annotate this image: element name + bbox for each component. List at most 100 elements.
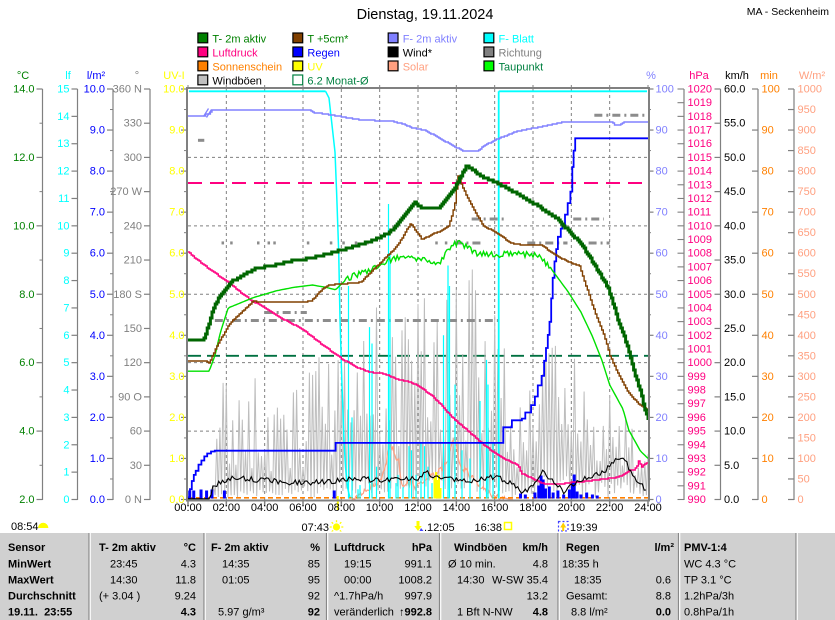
svg-text:4.0: 4.0 xyxy=(169,330,184,342)
svg-text:1007: 1007 xyxy=(688,261,712,273)
svg-text:18:35 h: 18:35 h xyxy=(562,559,599,571)
svg-text:40: 40 xyxy=(656,330,668,342)
svg-text:8.0: 8.0 xyxy=(19,289,34,301)
svg-text:13: 13 xyxy=(57,138,69,150)
svg-text:1020: 1020 xyxy=(688,84,712,96)
svg-text:90: 90 xyxy=(656,125,668,137)
svg-text:700: 700 xyxy=(798,207,816,219)
svg-text:0: 0 xyxy=(798,494,804,506)
svg-text:350: 350 xyxy=(798,350,816,362)
svg-text:°: ° xyxy=(135,70,139,82)
svg-text:19:15: 19:15 xyxy=(344,559,372,571)
svg-text:7.0: 7.0 xyxy=(90,207,105,219)
svg-text:1003: 1003 xyxy=(688,316,712,328)
svg-text:14.0: 14.0 xyxy=(13,84,34,96)
svg-text:800: 800 xyxy=(798,166,816,178)
svg-text:1.0: 1.0 xyxy=(169,453,184,465)
svg-text:11: 11 xyxy=(58,193,69,205)
svg-text:.12:05: .12:05 xyxy=(424,522,455,534)
svg-text:l/m²: l/m² xyxy=(654,542,674,554)
svg-text:4.3: 4.3 xyxy=(181,607,196,619)
svg-text:23:45: 23:45 xyxy=(110,559,138,571)
svg-text:450: 450 xyxy=(798,309,816,321)
svg-text:Durchschnitt: Durchschnitt xyxy=(8,591,76,603)
svg-text:0.0: 0.0 xyxy=(724,494,739,506)
svg-text:1010: 1010 xyxy=(688,220,712,232)
svg-text:F- 2m aktiv: F- 2m aktiv xyxy=(403,33,458,45)
svg-text:6: 6 xyxy=(63,330,69,342)
svg-text:50: 50 xyxy=(762,289,774,301)
svg-text:30: 30 xyxy=(130,460,142,472)
svg-text:997: 997 xyxy=(688,398,706,410)
svg-text:1012: 1012 xyxy=(688,193,712,205)
svg-text:20: 20 xyxy=(656,412,668,424)
svg-text:92: 92 xyxy=(308,607,320,619)
svg-text:↑992.8: ↑992.8 xyxy=(399,607,432,619)
svg-text:W/m²: W/m² xyxy=(799,70,826,82)
svg-text:22:00: 22:00 xyxy=(596,502,624,514)
svg-text:F- Blatt: F- Blatt xyxy=(499,33,534,45)
svg-text:2.0: 2.0 xyxy=(169,412,184,424)
svg-text:08:00: 08:00 xyxy=(328,502,356,514)
svg-text:50.0: 50.0 xyxy=(724,152,745,164)
svg-text:40: 40 xyxy=(762,330,774,342)
svg-text:MinWert: MinWert xyxy=(8,559,52,571)
svg-text:1001: 1001 xyxy=(688,343,712,355)
svg-text:70: 70 xyxy=(762,207,774,219)
svg-text:l/m²: l/m² xyxy=(87,70,106,82)
svg-text:5.0: 5.0 xyxy=(169,289,184,301)
svg-text:10: 10 xyxy=(57,220,69,232)
svg-text:7.0: 7.0 xyxy=(169,207,184,219)
svg-text:60: 60 xyxy=(130,426,142,438)
svg-text:UV: UV xyxy=(307,61,323,73)
svg-text:18:35: 18:35 xyxy=(574,575,602,587)
svg-text:1015: 1015 xyxy=(688,152,712,164)
svg-text:650: 650 xyxy=(798,227,816,239)
svg-text:8.0: 8.0 xyxy=(90,166,105,178)
svg-text:12: 12 xyxy=(57,166,69,178)
svg-text:995: 995 xyxy=(688,426,706,438)
svg-text:6.0: 6.0 xyxy=(19,357,34,369)
svg-text:55.0: 55.0 xyxy=(724,118,745,130)
svg-text:991.1: 991.1 xyxy=(404,559,432,571)
svg-text:9: 9 xyxy=(63,248,69,260)
svg-text:0: 0 xyxy=(762,494,768,506)
svg-text:4: 4 xyxy=(63,385,69,397)
svg-text:1016: 1016 xyxy=(688,138,712,150)
svg-text:8.8: 8.8 xyxy=(656,591,671,603)
svg-text:lf: lf xyxy=(65,70,71,82)
svg-text:80: 80 xyxy=(656,166,668,178)
svg-text:100: 100 xyxy=(762,84,780,96)
svg-text:30: 30 xyxy=(762,371,774,383)
svg-text:5.0: 5.0 xyxy=(90,289,105,301)
svg-text:999: 999 xyxy=(688,371,706,383)
svg-text:0: 0 xyxy=(63,494,69,506)
svg-text:UV-I: UV-I xyxy=(163,70,184,82)
svg-text:07:43: 07:43 xyxy=(301,522,329,534)
svg-text:Solar: Solar xyxy=(403,61,429,73)
svg-text:1002: 1002 xyxy=(688,330,712,342)
svg-text:00:00: 00:00 xyxy=(344,575,372,587)
svg-text:16:00: 16:00 xyxy=(481,502,509,514)
svg-text:600: 600 xyxy=(798,248,816,260)
svg-text:Windböen: Windböen xyxy=(212,75,262,87)
svg-text:994: 994 xyxy=(688,439,706,451)
svg-text:40.0: 40.0 xyxy=(724,220,745,232)
svg-text:14: 14 xyxy=(57,111,69,123)
svg-text:(+ 3.04 ): (+ 3.04 ) xyxy=(99,591,140,603)
svg-text:06:00: 06:00 xyxy=(289,502,317,514)
svg-text:W-SW 35.4: W-SW 35.4 xyxy=(492,575,548,587)
svg-text:4.3: 4.3 xyxy=(181,559,196,571)
svg-text:1008: 1008 xyxy=(688,248,712,260)
svg-text:MaxWert: MaxWert xyxy=(8,575,54,587)
svg-text:1014: 1014 xyxy=(688,166,712,178)
svg-text:13.2: 13.2 xyxy=(527,591,548,603)
svg-text:10: 10 xyxy=(656,453,668,465)
svg-text:02:00: 02:00 xyxy=(213,502,241,514)
svg-text:01:05: 01:05 xyxy=(222,575,250,587)
svg-text:1013: 1013 xyxy=(688,179,712,191)
svg-text:300: 300 xyxy=(124,152,142,164)
svg-text:300: 300 xyxy=(798,371,816,383)
svg-text:990: 990 xyxy=(688,494,706,506)
svg-text:1009: 1009 xyxy=(688,234,712,246)
